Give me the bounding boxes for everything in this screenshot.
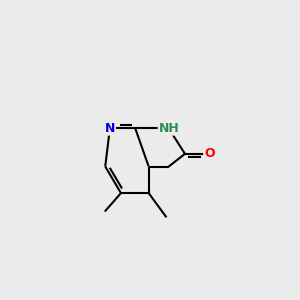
Text: O: O: [204, 147, 214, 160]
Text: NH: NH: [158, 122, 179, 135]
Text: N: N: [105, 122, 115, 135]
